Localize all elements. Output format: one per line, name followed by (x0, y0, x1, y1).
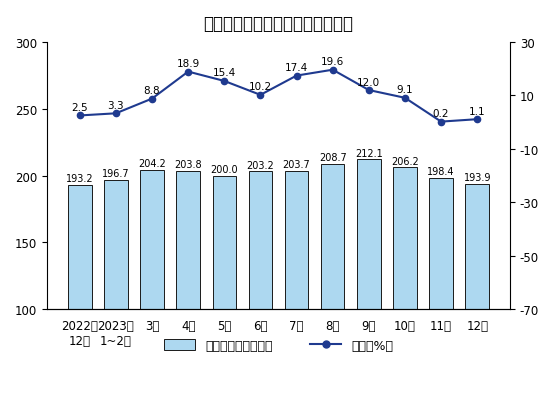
Text: 212.1: 212.1 (355, 149, 383, 158)
Text: 19.6: 19.6 (321, 57, 345, 67)
Text: 200.0: 200.0 (211, 164, 238, 175)
Bar (321, 164, 345, 309)
Bar (429, 178, 453, 309)
Bar (249, 172, 272, 309)
Legend: 日均加工量（万吨）, 增速（%）: 日均加工量（万吨）, 增速（%） (159, 334, 398, 357)
Text: 196.7: 196.7 (102, 169, 130, 179)
Bar (357, 160, 381, 309)
Text: 18.9: 18.9 (177, 59, 200, 69)
Text: 204.2: 204.2 (138, 159, 166, 169)
Text: 2.5: 2.5 (71, 103, 88, 113)
Text: 10.2: 10.2 (249, 82, 272, 92)
Text: 193.9: 193.9 (464, 173, 491, 183)
Bar (393, 168, 417, 309)
Bar (68, 185, 91, 309)
Text: 208.7: 208.7 (319, 153, 347, 163)
Text: 193.2: 193.2 (66, 174, 94, 183)
Text: 203.2: 203.2 (247, 160, 274, 171)
Text: 203.8: 203.8 (175, 160, 202, 170)
Text: 206.2: 206.2 (391, 156, 419, 166)
Bar (213, 176, 236, 309)
Text: 15.4: 15.4 (213, 68, 236, 78)
Text: 0.2: 0.2 (433, 109, 449, 119)
Text: 17.4: 17.4 (285, 63, 308, 73)
Text: 8.8: 8.8 (143, 86, 160, 96)
Bar (465, 184, 489, 309)
Bar (176, 171, 200, 309)
Text: 198.4: 198.4 (427, 167, 455, 177)
Text: 203.7: 203.7 (283, 160, 310, 170)
Text: 9.1: 9.1 (397, 85, 413, 95)
Text: 1.1: 1.1 (469, 107, 485, 116)
Bar (285, 171, 309, 309)
Title: 原油加工量同比增速及日均加工量: 原油加工量同比增速及日均加工量 (203, 15, 353, 33)
Bar (104, 181, 127, 309)
Text: 12.0: 12.0 (357, 77, 381, 87)
Bar (140, 171, 164, 309)
Text: 3.3: 3.3 (107, 100, 124, 111)
